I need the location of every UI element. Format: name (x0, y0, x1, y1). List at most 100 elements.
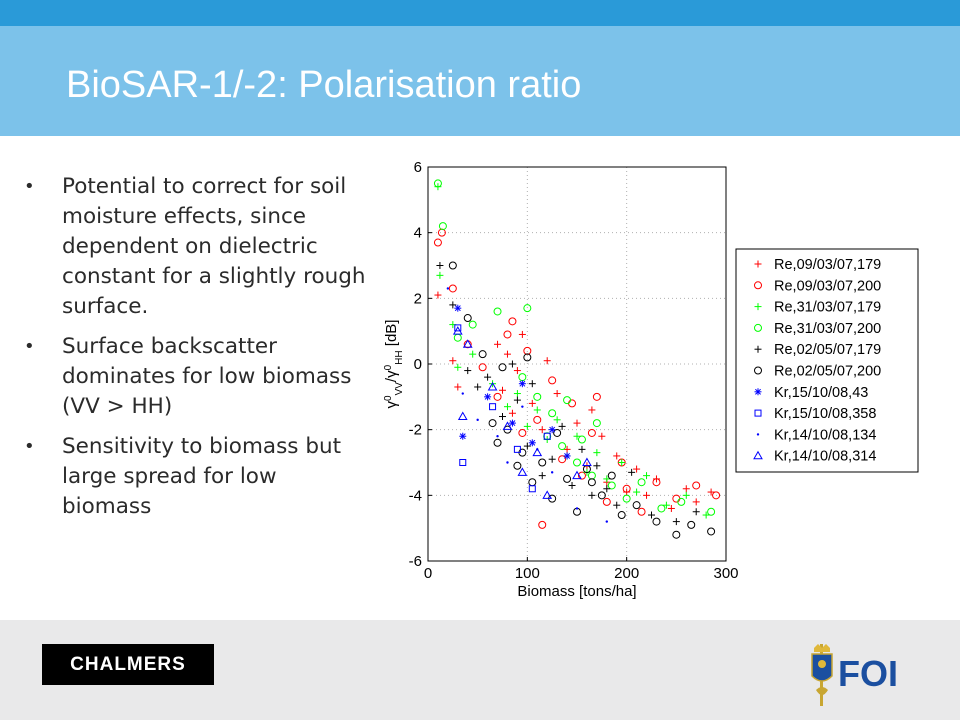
data-point (662, 501, 670, 509)
circle-mark (577, 471, 586, 480)
data-point (563, 474, 572, 483)
circle-mark (523, 304, 532, 313)
circle-mark (503, 330, 512, 339)
chalmers-logo-text: CHALMERS (70, 653, 186, 675)
data-point (523, 304, 532, 313)
dot-mark (756, 433, 760, 436)
data-point (572, 470, 582, 480)
data-point (446, 287, 450, 290)
circle-mark (607, 471, 616, 480)
circle-mark (513, 461, 522, 470)
foi-logo-text: FOI (838, 653, 898, 694)
data-point (523, 422, 531, 430)
circle-mark (533, 392, 542, 401)
y-axis-label-unit: [dB] (383, 320, 400, 351)
circle-mark (754, 366, 762, 375)
legend-label: Re,31/03/07,200 (774, 321, 881, 337)
y-tick-label: 6 (414, 159, 422, 176)
data-point (513, 445, 521, 453)
data-point (548, 455, 556, 463)
data-point (558, 455, 567, 464)
triangle-mark (457, 411, 468, 421)
circle-mark (652, 478, 661, 487)
legend-label: Re,09/03/07,200 (774, 278, 881, 294)
data-point (587, 471, 596, 480)
data-point (468, 320, 477, 329)
data-point (449, 357, 457, 365)
data-point (434, 291, 442, 299)
scatter-chart: 0 100 200 300 -6 -4 -2 0 2 4 6 Biomass [tons/ha] γ… (383, 159, 919, 600)
data-point (478, 350, 487, 359)
data-point (573, 458, 581, 467)
data-point (652, 478, 661, 487)
dot-mark (446, 287, 450, 290)
data-point (484, 373, 492, 381)
data-point (538, 472, 546, 480)
data-point (563, 445, 571, 453)
data-point (707, 488, 715, 496)
dot-mark (521, 405, 524, 408)
data-point (498, 363, 507, 372)
data-point (577, 435, 586, 444)
data-point (521, 405, 524, 408)
data-point (499, 386, 506, 394)
circle-mark (754, 323, 762, 332)
data-point (518, 428, 527, 437)
x-tick-label: 0 (424, 565, 432, 582)
chart-legend: Re,09/03/07,179 Re,09/03/07,200 Re,31/03/0… (735, 248, 919, 473)
square-mark (754, 409, 762, 417)
circle-mark (548, 376, 557, 385)
square-mark (528, 485, 536, 493)
data-point (603, 485, 611, 493)
legend-marker (756, 433, 760, 436)
data-point (454, 383, 462, 391)
triangle-mark (502, 421, 513, 430)
square-mark (543, 432, 551, 440)
star-d2 (549, 426, 556, 433)
data-point (487, 381, 498, 391)
legend-box (735, 248, 919, 473)
triangle-mark (487, 381, 498, 391)
slide-title: BioSAR-1/-2: Polarisation ratio (66, 64, 582, 106)
data-point (494, 340, 502, 348)
circle-mark (672, 530, 681, 539)
data-point (587, 478, 596, 487)
legend-label: Re,31/03/07,179 (774, 300, 881, 316)
data-point (449, 301, 457, 309)
data-point (682, 491, 690, 499)
data-point (593, 449, 601, 457)
data-point (643, 491, 651, 499)
data-point (469, 350, 477, 358)
circle-mark (637, 478, 646, 487)
bullet-item: • Sensitivity to biomass but large spread… (22, 432, 372, 522)
triangle-mark (452, 326, 463, 335)
data-point (667, 504, 675, 512)
square-mark (513, 445, 521, 453)
data-point (637, 507, 646, 516)
circle-mark (463, 314, 472, 323)
data-point (452, 326, 463, 335)
data-point (563, 396, 572, 405)
circle-mark (523, 353, 532, 362)
data-point (692, 508, 700, 516)
data-point (489, 403, 497, 411)
circle-mark (538, 458, 547, 467)
data-point (682, 485, 690, 493)
data-point (436, 262, 444, 269)
data-point (702, 511, 710, 519)
data-point (457, 411, 468, 421)
data-point (493, 438, 502, 447)
data-point (543, 432, 551, 440)
data-point (553, 428, 562, 437)
data-point (459, 432, 467, 440)
data-point (573, 419, 581, 427)
y-axis-label: γ0VV/γ0HH [dB] (383, 320, 405, 409)
data-point (707, 527, 716, 536)
data-point (587, 428, 596, 437)
circle-mark (587, 471, 596, 480)
circle-mark (637, 507, 646, 516)
data-point (603, 475, 611, 483)
y-axis-label-sub: VV (394, 382, 405, 396)
circle-mark (488, 419, 497, 428)
circle-mark (622, 484, 631, 493)
